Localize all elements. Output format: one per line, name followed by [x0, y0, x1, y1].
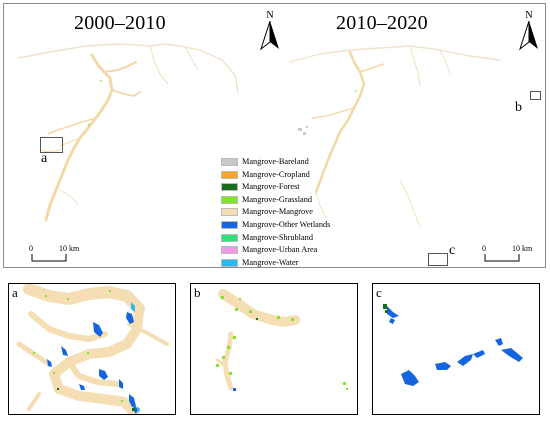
legend-label: Mangrove-Grassland	[242, 194, 313, 204]
legend-label: Mangrove-Shrubland	[242, 232, 313, 242]
north-label: N	[525, 10, 533, 21]
scale-end: 10 km	[59, 244, 80, 253]
overview-coastline-map	[17, 43, 501, 227]
panel-b-map	[215, 289, 348, 391]
scale-bar-right: 0 10 km	[482, 244, 550, 270]
panel-c-map	[383, 304, 523, 386]
legend-swatch	[221, 208, 238, 217]
legend-item: Mangrove-Grassland	[221, 195, 371, 208]
overview-map-frame	[3, 3, 546, 268]
inset-box-b[interactable]	[530, 91, 541, 100]
legend-label: Mangrove-Urban Area	[242, 245, 318, 255]
panel-label-c: c	[376, 285, 382, 300]
legend-item: Mangrove-Forest	[221, 182, 371, 195]
scale-start: 0	[482, 244, 486, 253]
scale-bar-icon	[31, 254, 67, 262]
north-arrow-left: N	[258, 10, 282, 51]
legend-label: Mangrove-Other Wetlands	[242, 219, 331, 229]
detail-panel-c: c	[372, 283, 540, 415]
legend-label: Mangrove-Cropland	[242, 169, 310, 179]
north-arrow-right: N	[517, 10, 541, 51]
legend-item: Mangrove-Bareland	[221, 157, 371, 170]
inset-label-b: b	[515, 100, 522, 115]
scale-start: 0	[29, 244, 33, 253]
scale-bar-left: 0 10 km	[29, 244, 101, 270]
legend-swatch	[221, 258, 238, 267]
legend-swatch	[221, 158, 238, 166]
legend-swatch	[221, 233, 238, 242]
legend-swatch	[221, 183, 238, 192]
right-map-title: 2010–2020	[336, 12, 428, 34]
legend: Mangrove-Bareland Mangrove-Cropland Mangro…	[221, 157, 371, 270]
legend-label: Mangrove-Bareland	[242, 157, 309, 166]
legend-swatch	[221, 195, 238, 204]
left-map-title: 2000–2010	[74, 12, 166, 34]
north-arrow-icon	[260, 21, 279, 51]
legend-label: Mangrove-Mangrove	[242, 207, 313, 217]
legend-swatch	[221, 170, 238, 179]
panel-label-a: a	[12, 285, 18, 300]
legend-item: Mangrove-Cropland	[221, 170, 371, 183]
legend-item: Mangrove-Water	[221, 258, 371, 271]
north-label: N	[266, 10, 274, 21]
panel-label-b: b	[194, 285, 201, 300]
inset-box-a[interactable]	[40, 137, 63, 153]
legend-label: Mangrove-Forest	[242, 182, 300, 192]
legend-swatch	[221, 220, 238, 229]
legend-label: Mangrove-Water	[242, 257, 299, 267]
legend-item: Mangrove-Shrubland	[221, 233, 371, 246]
legend-item: Mangrove-Other Wetlands	[221, 220, 371, 233]
legend-swatch	[221, 246, 238, 255]
north-arrow-icon	[519, 21, 538, 51]
inset-box-c[interactable]	[428, 253, 448, 266]
scale-end: 10 km	[512, 244, 533, 253]
legend-item: Mangrove-Mangrove	[221, 207, 371, 220]
detail-panel-a: a	[8, 283, 176, 415]
panel-a-map	[16, 284, 169, 414]
inset-label-a: a	[41, 151, 48, 166]
detail-panel-b: b	[190, 283, 358, 415]
scale-bar-icon	[484, 254, 520, 262]
inset-label-c: c	[449, 243, 456, 258]
legend-item: Mangrove-Urban Area	[221, 245, 371, 258]
